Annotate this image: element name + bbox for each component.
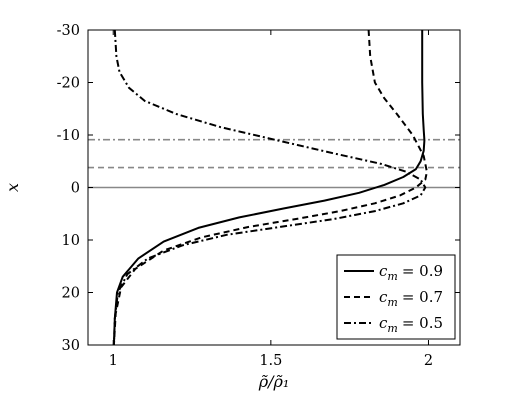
y-tick-label: -30 xyxy=(57,23,80,39)
legend-label-2: cm = 0.5 xyxy=(379,314,443,335)
legend-label-1: cm = 0.7 xyxy=(379,288,443,309)
series-lines xyxy=(112,29,428,346)
series-line-2 xyxy=(112,29,427,346)
legend: cm = 0.9 cm = 0.7 cm = 0.5 xyxy=(336,254,456,340)
x-tick-label: 2 xyxy=(424,353,433,369)
series-line-0 xyxy=(112,30,426,346)
reference-lines xyxy=(88,138,460,189)
x-tick-label: 1.5 xyxy=(259,353,282,369)
y-tick-label: 30 xyxy=(62,338,80,354)
ticks: 1 1.5 2 -30 -20 -10 0 10 20 30 xyxy=(57,23,460,369)
y-axis-label: x xyxy=(3,183,22,192)
y-tick-label: 0 xyxy=(71,181,80,197)
x-axis-label: ρ̃/ρ̃₁ xyxy=(258,372,290,391)
y-tick-label: -20 xyxy=(57,76,80,92)
y-tick-label: 10 xyxy=(62,233,80,249)
y-tick-label: 20 xyxy=(62,286,80,302)
series-line-1 xyxy=(112,29,428,346)
y-tick-label: -10 xyxy=(57,128,80,144)
legend-label-0: cm = 0.9 xyxy=(379,262,443,283)
x-tick-label: 1 xyxy=(109,353,118,369)
